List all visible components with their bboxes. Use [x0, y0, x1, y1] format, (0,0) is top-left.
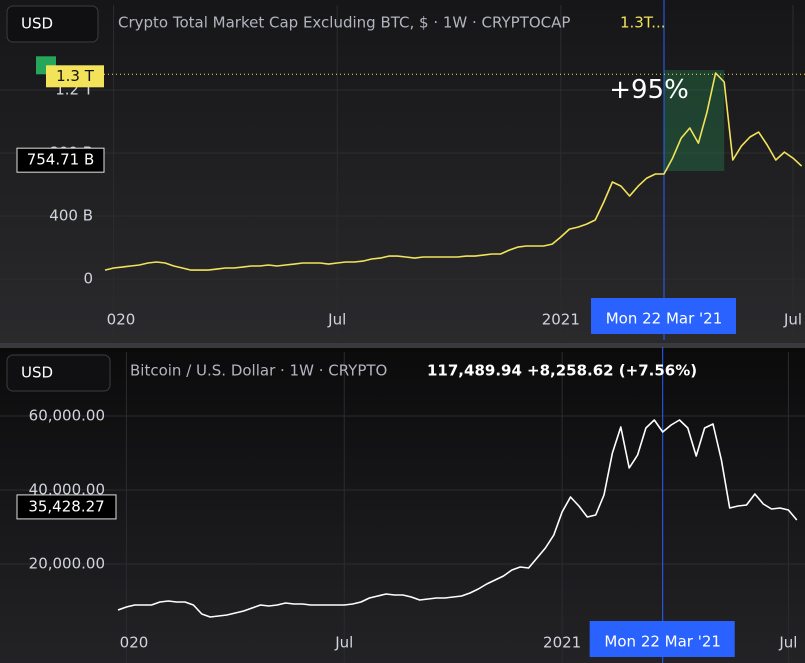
crosshair-date-label: Mon 22 Mar '21 — [604, 633, 721, 651]
header: USD Crypto Total Market Cap Excluding BT… — [6, 5, 697, 392]
panel-background — [0, 0, 805, 343]
close-value: 117,489.94 — [427, 362, 522, 380]
x-tick-label: Jul — [783, 311, 802, 329]
currency-label: USD — [21, 364, 53, 382]
currency-button[interactable] — [6, 354, 111, 392]
crosshair-date-label: Mon 22 Mar '21 — [606, 310, 723, 328]
y-tick-label: 40,000.00 — [29, 480, 105, 498]
crosshair-price-label: 754.71 B — [27, 151, 95, 169]
x-tick-label: Jul — [778, 634, 797, 652]
last-value: 1.3T... — [620, 14, 666, 32]
x-tick-label: 020 — [120, 634, 149, 652]
x-tick-label: 020 — [107, 311, 136, 329]
y-tick-label: 0 — [83, 270, 93, 288]
crosshair-price-badge — [16, 147, 105, 173]
y-tick-label: 20,000.00 — [29, 554, 105, 572]
crosshair-price-badge — [16, 494, 117, 520]
chart-title: Crypto Total Market Cap Excluding BTC, $… — [118, 14, 570, 32]
panel-separator — [0, 343, 805, 348]
x-tick-label: 2021 — [542, 311, 580, 329]
x-tick-label: 2021 — [543, 634, 581, 652]
crosshair-price-label: 35,428.27 — [28, 497, 104, 515]
price-line — [104, 72, 803, 271]
price-line — [117, 419, 798, 618]
crosshair-date-badge — [591, 298, 736, 334]
chart-title: Bitcoin / U.S. Dollar · 1W · CRYPTO — [130, 362, 387, 380]
crosshair-date-badge — [589, 621, 735, 657]
last-price-badge — [46, 65, 104, 88]
x-tick-label: Jul — [327, 311, 346, 329]
panel-background — [0, 348, 805, 663]
measure-label: +95% — [609, 75, 689, 105]
last-price-label: 1.3 T — [56, 67, 95, 85]
change-value: +8,258.62 (+7.56%) — [527, 362, 697, 380]
y-tick-label: 60,000.00 — [29, 406, 105, 424]
currency-label: USD — [21, 15, 53, 33]
y-tick-label: 400 B — [49, 207, 93, 225]
x-tick-label: Jul — [334, 634, 353, 652]
currency-button[interactable] — [6, 5, 99, 43]
